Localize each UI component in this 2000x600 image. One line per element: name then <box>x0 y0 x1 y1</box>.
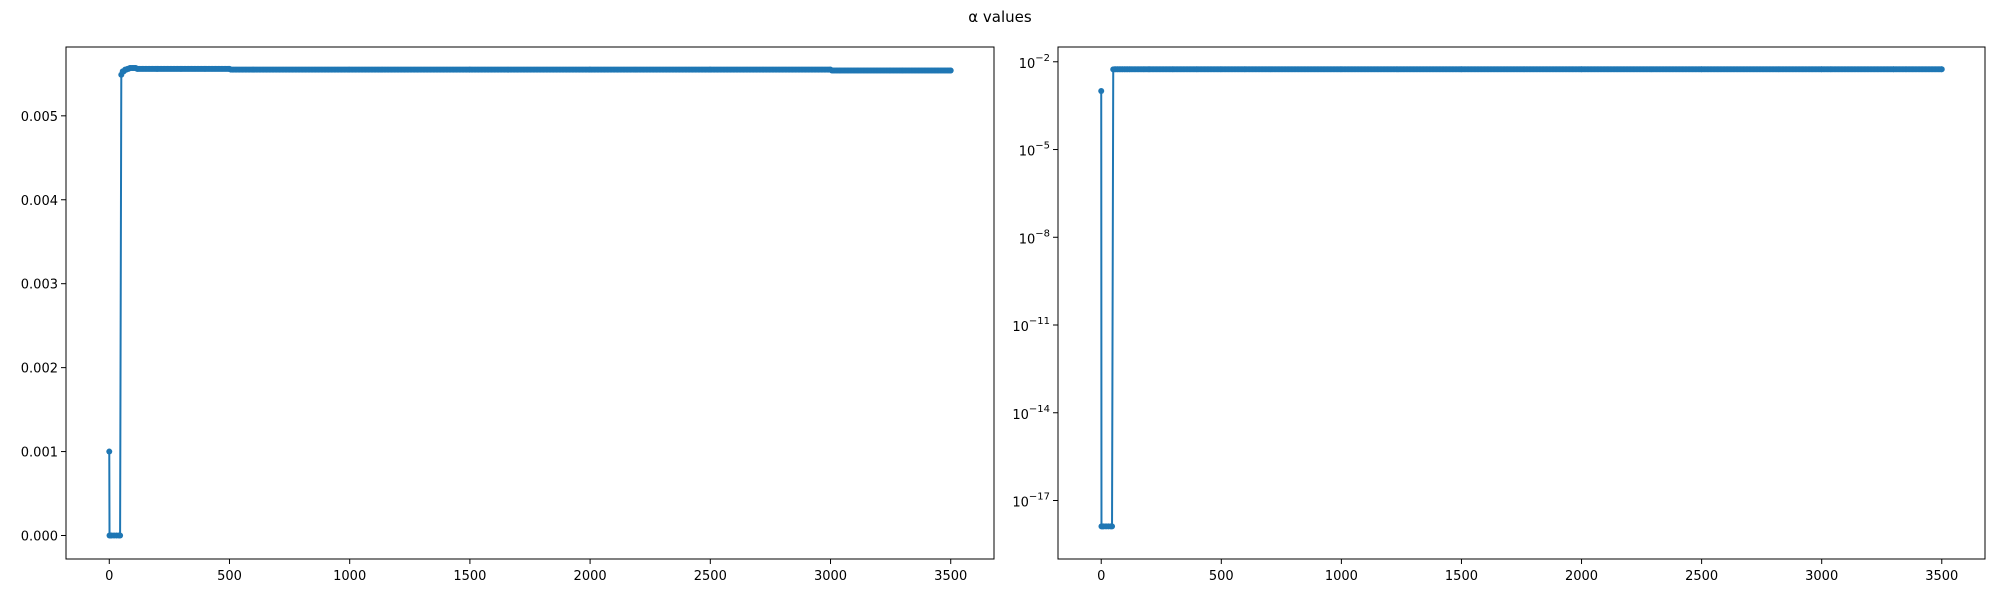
left-x-tick-label: 1000 <box>333 569 366 584</box>
left-x-tick-label: 3500 <box>934 569 967 584</box>
left-y-tick-label: 0.004 <box>21 194 58 209</box>
right-data-point <box>1098 88 1105 95</box>
left-series-line <box>108 66 951 537</box>
right-data-point <box>1938 66 1945 73</box>
right-x-tick-label: 2500 <box>1685 569 1718 584</box>
right-y-tick-label: 10−8 <box>1019 228 1050 247</box>
left-y-tick-label: 0.000 <box>21 529 58 544</box>
left-y-tick-label: 0.001 <box>21 446 58 461</box>
right-x-tick-label: 1000 <box>1325 569 1358 584</box>
left-data-point <box>106 448 113 455</box>
right-axes-frame <box>1057 46 1986 560</box>
left-x-tick-label: 500 <box>217 569 242 584</box>
left-data-point <box>947 67 954 74</box>
left-x-tick-label: 0 <box>105 569 113 584</box>
left-x-tick-label: 2500 <box>694 569 727 584</box>
right-y-tick-label: 10−17 <box>1012 492 1050 511</box>
right-x-tick-label: 1500 <box>1445 569 1478 584</box>
right-y-tick-label: 10−14 <box>1012 404 1050 423</box>
left-y-tick-label: 0.003 <box>21 278 58 293</box>
figure-title: α values <box>968 8 1032 26</box>
right-y-tick-label: 10−2 <box>1019 53 1050 72</box>
right-y-tick-label: 10−5 <box>1019 141 1050 160</box>
right-x-tick-label: 2000 <box>1565 569 1598 584</box>
left-data-point <box>117 532 124 539</box>
left-x-tick-label: 3000 <box>814 569 847 584</box>
right-x-tick-label: 3000 <box>1805 569 1838 584</box>
left-y-tick-label: 0.002 <box>21 362 58 377</box>
left-axes-frame <box>65 46 995 560</box>
left-y-tick-label: 0.005 <box>21 110 58 125</box>
right-x-tick-label: 3500 <box>1925 569 1958 584</box>
right-x-tick-label: 500 <box>1209 569 1234 584</box>
left-x-tick-label: 1500 <box>453 569 486 584</box>
right-axes-log: 0 500 1000 1500 2000 2500 3000 3500 10−17 10−14 10… <box>1012 46 1986 584</box>
right-data-point <box>1109 523 1116 530</box>
left-x-tick-label: 2000 <box>574 569 607 584</box>
right-series-line <box>1100 68 1942 528</box>
right-y-tick-label: 10−11 <box>1012 316 1050 335</box>
right-x-tick-label: 0 <box>1097 569 1105 584</box>
left-axes-linear: 0 500 1000 1500 2000 2500 3000 3500 0.000 0.001 0.… <box>21 46 995 584</box>
